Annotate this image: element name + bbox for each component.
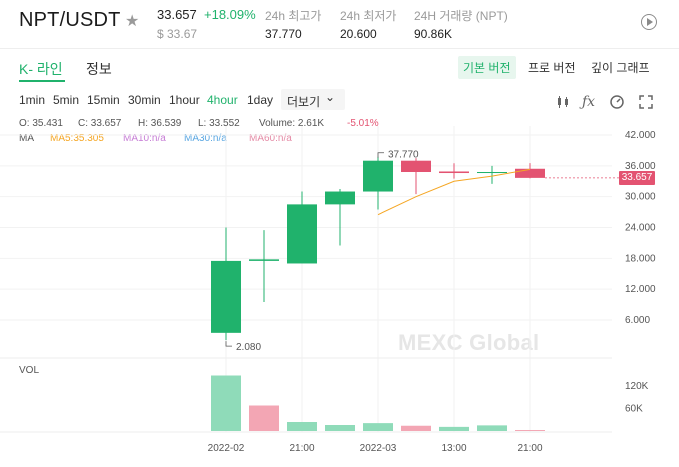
y-tick-label: 18.000	[625, 253, 656, 264]
ohlc-volume: Volume: 2.61K	[259, 118, 325, 129]
low-value: 20.600	[340, 27, 377, 41]
candle-body	[477, 172, 507, 174]
last-price-tag: 33.657	[619, 170, 655, 185]
volume-label: 24H 거래량 (NPT)	[414, 9, 508, 23]
ohlc-close: C: 33.657	[78, 118, 122, 129]
candle-body	[211, 260, 241, 333]
y-tick-label: 36.000	[625, 161, 656, 172]
volume-panel-label: VOL	[19, 365, 40, 376]
ma30-legend: MA30:n/a	[184, 133, 227, 144]
candle-body	[325, 191, 355, 205]
volume-value: 90.86K	[414, 27, 453, 41]
ma5-legend: MA5:35.305	[50, 133, 104, 144]
candle-type-icon[interactable]	[555, 94, 571, 113]
candle-body	[363, 160, 393, 192]
candle-body	[249, 259, 279, 261]
high-annotation: 37.770	[388, 150, 419, 161]
volume-bar	[439, 426, 469, 431]
ohlc-open: O: 35.431	[19, 118, 63, 129]
candle-body	[515, 168, 545, 178]
low-label: 24h 최저가	[340, 9, 397, 23]
ma10-legend: MA10:n/a	[123, 133, 166, 144]
volume-bar	[363, 423, 393, 431]
volume-bar	[211, 375, 241, 431]
y-tick-label: 6.000	[625, 315, 650, 326]
price-change: +18.09%	[204, 7, 256, 22]
x-tick-label: 21:00	[289, 443, 314, 454]
tf-5min[interactable]: 5min	[53, 93, 80, 107]
y-tick-label: 42.000	[625, 130, 656, 141]
volume-bar	[477, 425, 507, 431]
watermark: MEXC Global	[398, 330, 540, 355]
more-label: 더보기	[287, 95, 321, 109]
indicator-fx-icon[interactable]: ƒx	[582, 94, 596, 110]
candle-body	[401, 160, 431, 172]
tf-1hour[interactable]: 1hour	[169, 93, 200, 107]
settings-gauge-icon[interactable]	[609, 94, 625, 113]
pro-version-button[interactable]: 프로 버전	[528, 61, 576, 75]
tf-1day[interactable]: 1day	[247, 93, 274, 107]
volume-tick-label: 120K	[625, 381, 649, 392]
high-value: 37.770	[265, 27, 302, 41]
tab-underline	[19, 80, 65, 82]
basic-version-button[interactable]: 기본 버전	[458, 56, 516, 79]
x-tick-label: 2022-02	[208, 443, 245, 454]
star-icon[interactable]: ★	[125, 13, 140, 30]
tf-30min[interactable]: 30min	[128, 93, 161, 107]
volume-bar	[287, 422, 317, 431]
usd-price: $ 33.67	[157, 27, 198, 41]
header-divider	[0, 48, 679, 49]
chevron-down-icon: ⌄	[325, 90, 336, 104]
y-tick-label: 30.000	[625, 192, 656, 203]
volume-bar	[515, 430, 545, 431]
y-tick-label: 24.000	[625, 223, 656, 234]
volume-bar	[401, 425, 431, 431]
ohlc-high: H: 36.539	[138, 118, 182, 129]
tab-kline[interactable]: K- 라인	[19, 61, 63, 77]
candle-body	[439, 171, 469, 174]
y-tick-label: 12.000	[625, 284, 656, 295]
x-tick-label: 21:00	[517, 443, 542, 454]
last-price: 33.657	[157, 7, 197, 22]
candle-body	[287, 204, 317, 264]
high-annotation-arrow	[377, 152, 384, 158]
tf-4hour[interactable]: 4hour	[207, 93, 238, 107]
ohlc-low: L: 33.552	[198, 118, 240, 129]
volume-tick-label: 60K	[625, 404, 643, 415]
more-dropdown[interactable]	[281, 89, 345, 110]
x-tick-label: 2022-03	[360, 443, 397, 454]
low-annotation-arrow	[225, 341, 232, 347]
tab-info[interactable]: 정보	[86, 61, 112, 77]
play-icon[interactable]	[641, 14, 657, 30]
pair-title: NPT/USDT	[19, 9, 121, 31]
depth-graph-button[interactable]: 깊이 그래프	[591, 61, 650, 75]
ma-label: MA	[19, 133, 34, 144]
high-label: 24h 최고가	[265, 9, 322, 23]
fullscreen-icon[interactable]	[638, 94, 654, 113]
tf-1min[interactable]: 1min	[19, 93, 46, 107]
ma60-legend: MA60:n/a	[249, 133, 292, 144]
x-tick-label: 13:00	[441, 443, 466, 454]
tf-15min[interactable]: 15min	[87, 93, 120, 107]
ohlc-change: -5.01%	[347, 118, 379, 129]
low-annotation: 2.080	[236, 342, 261, 353]
ma5-line	[377, 168, 531, 216]
volume-bar	[325, 425, 355, 431]
volume-bar	[249, 405, 279, 431]
